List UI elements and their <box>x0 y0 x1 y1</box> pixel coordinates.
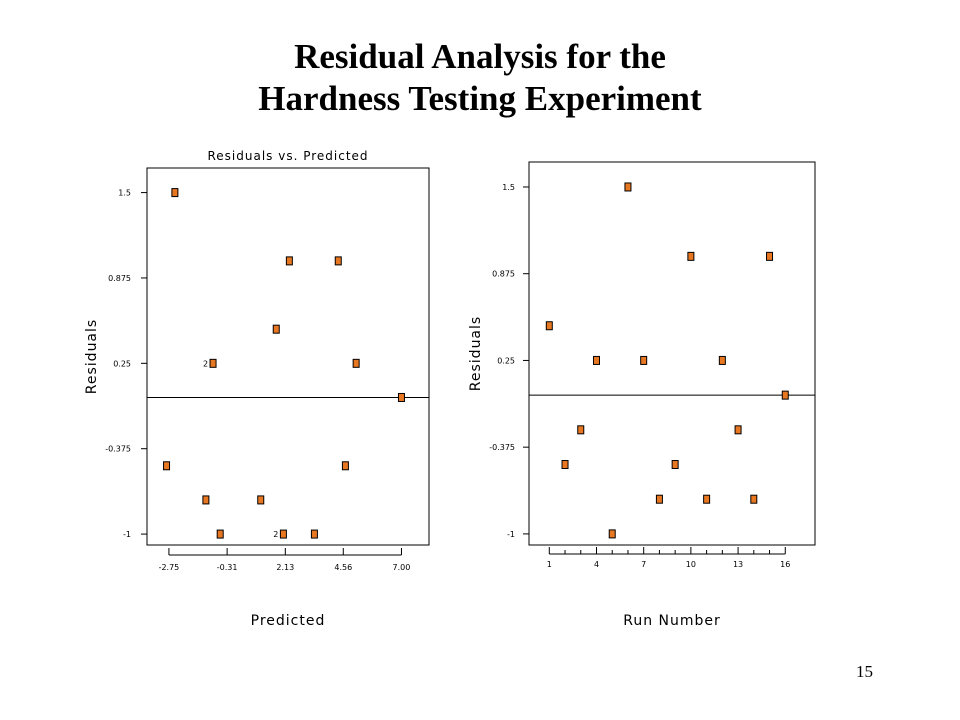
data-point <box>781 390 789 400</box>
slide-title-line-2: Hardness Testing Experiment <box>258 79 702 118</box>
data-point <box>640 355 648 365</box>
point-count-label: 2 <box>273 530 278 539</box>
y-tick-label: 0.25 <box>497 356 515 365</box>
x-tick-label: -2.75 <box>159 563 180 572</box>
data-point <box>734 425 742 435</box>
data-point <box>279 529 287 539</box>
data-point <box>687 251 695 261</box>
plot-frame <box>146 167 430 546</box>
y-tick-label: -0.375 <box>489 443 515 452</box>
y-tick-label: -1 <box>507 530 515 539</box>
data-point <box>257 495 265 505</box>
x-axis-title: Predicted <box>251 613 326 629</box>
data-point <box>655 494 663 504</box>
x-tick-label: 4 <box>594 560 599 569</box>
y-tick-label: -1 <box>123 530 131 539</box>
plot-frame <box>528 161 816 546</box>
y-tick-label: 1.5 <box>118 189 131 198</box>
x-axis-title: Run Number <box>623 613 721 629</box>
data-point <box>718 355 726 365</box>
x-tick-label: 7.00 <box>393 563 411 572</box>
x-tick-label: 7 <box>641 560 646 569</box>
data-point <box>577 425 585 435</box>
x-tick-label: 16 <box>780 560 790 569</box>
y-axis-title: Residuals <box>468 316 484 391</box>
data-point <box>352 358 360 368</box>
data-point <box>561 460 569 470</box>
data-point <box>272 324 280 334</box>
chart-title: Residuals vs. Predicted <box>207 149 368 163</box>
data-point <box>216 529 224 539</box>
x-tick-label: 4.56 <box>334 563 352 572</box>
data-point <box>163 461 171 471</box>
data-point <box>592 355 600 365</box>
data-point <box>209 358 217 368</box>
data-point <box>545 321 553 331</box>
data-point <box>750 494 758 504</box>
y-tick-label: -0.375 <box>105 445 131 454</box>
x-tick-label: 2.13 <box>276 563 294 572</box>
data-point <box>334 256 342 266</box>
y-tick-label: 0.875 <box>108 274 131 283</box>
y-axis-title: Residuals <box>84 319 100 394</box>
slide-number: 15 <box>856 662 873 681</box>
y-tick-label: 0.875 <box>492 270 515 279</box>
chart-panel-1: Residuals vs. Predicted 1.5 0.875 0.25 -0.37… <box>84 149 430 629</box>
data-point <box>766 251 774 261</box>
slide-title-line-1: Residual Analysis for the <box>294 37 666 76</box>
x-tick-label: 10 <box>686 560 696 569</box>
data-point <box>671 460 679 470</box>
data-point <box>202 495 210 505</box>
point-count-label: 2 <box>203 359 208 368</box>
data-point <box>397 392 405 402</box>
x-tick-label: -0.31 <box>217 563 238 572</box>
data-point <box>624 182 632 192</box>
data-point <box>703 494 711 504</box>
data-point <box>341 461 349 471</box>
y-tick-label: 1.5 <box>502 183 515 192</box>
data-point <box>171 188 179 198</box>
slide-title: Residual Analysis for the Hardness Testi… <box>0 36 960 120</box>
data-point <box>608 529 616 539</box>
y-tick-label: 0.25 <box>113 359 131 368</box>
x-tick-label: 1 <box>547 560 552 569</box>
chart-panel-2: 1.5 0.875 0.25 -0.375 -1 1 4 7 10 13 16 Run Number R… <box>468 161 816 629</box>
x-tick-label: 13 <box>733 560 743 569</box>
data-point <box>285 256 293 266</box>
data-point <box>310 529 318 539</box>
